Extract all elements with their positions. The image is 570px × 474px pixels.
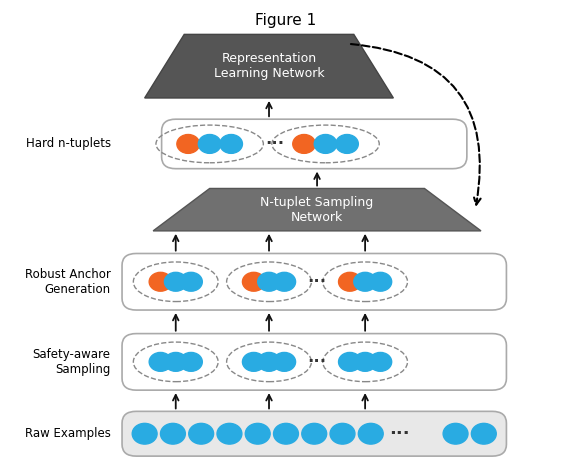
- Circle shape: [245, 423, 270, 444]
- Circle shape: [369, 273, 392, 291]
- Circle shape: [177, 135, 199, 154]
- Text: ···: ···: [307, 273, 327, 291]
- Circle shape: [369, 353, 392, 371]
- Circle shape: [314, 135, 337, 154]
- Circle shape: [359, 423, 383, 444]
- Text: ···: ···: [389, 425, 409, 443]
- Polygon shape: [153, 189, 481, 231]
- Circle shape: [242, 353, 265, 371]
- Circle shape: [302, 423, 327, 444]
- Polygon shape: [145, 35, 393, 98]
- Circle shape: [443, 423, 468, 444]
- FancyBboxPatch shape: [122, 254, 506, 310]
- Circle shape: [258, 273, 280, 291]
- Circle shape: [189, 423, 214, 444]
- Circle shape: [258, 353, 280, 371]
- Circle shape: [198, 135, 221, 154]
- Circle shape: [339, 273, 361, 291]
- Text: ···: ···: [307, 353, 327, 371]
- Circle shape: [339, 353, 361, 371]
- Text: ···: ···: [265, 135, 284, 153]
- Circle shape: [180, 353, 202, 371]
- Circle shape: [273, 273, 296, 291]
- Text: Figure 1: Figure 1: [255, 13, 316, 28]
- Circle shape: [354, 353, 376, 371]
- FancyArrowPatch shape: [351, 44, 481, 205]
- Text: Safety-aware
Sampling: Safety-aware Sampling: [32, 348, 111, 376]
- Circle shape: [161, 423, 185, 444]
- Circle shape: [242, 273, 265, 291]
- Circle shape: [132, 423, 157, 444]
- Circle shape: [330, 423, 355, 444]
- Circle shape: [274, 423, 299, 444]
- Text: Representation
Learning Network: Representation Learning Network: [214, 52, 324, 80]
- FancyBboxPatch shape: [122, 411, 506, 456]
- Circle shape: [164, 273, 187, 291]
- Text: Hard n-tuplets: Hard n-tuplets: [26, 137, 111, 150]
- Circle shape: [149, 353, 172, 371]
- Circle shape: [273, 353, 296, 371]
- Circle shape: [354, 273, 376, 291]
- Circle shape: [217, 423, 242, 444]
- Circle shape: [336, 135, 359, 154]
- Circle shape: [220, 135, 242, 154]
- Circle shape: [180, 273, 202, 291]
- Circle shape: [164, 353, 187, 371]
- FancyBboxPatch shape: [162, 119, 467, 169]
- Circle shape: [293, 135, 315, 154]
- Text: Robust Anchor
Generation: Robust Anchor Generation: [25, 268, 111, 296]
- Text: N-tuplet Sampling
Network: N-tuplet Sampling Network: [260, 196, 374, 224]
- FancyBboxPatch shape: [122, 334, 506, 390]
- Text: Raw Examples: Raw Examples: [25, 427, 111, 440]
- Circle shape: [471, 423, 496, 444]
- Circle shape: [149, 273, 172, 291]
